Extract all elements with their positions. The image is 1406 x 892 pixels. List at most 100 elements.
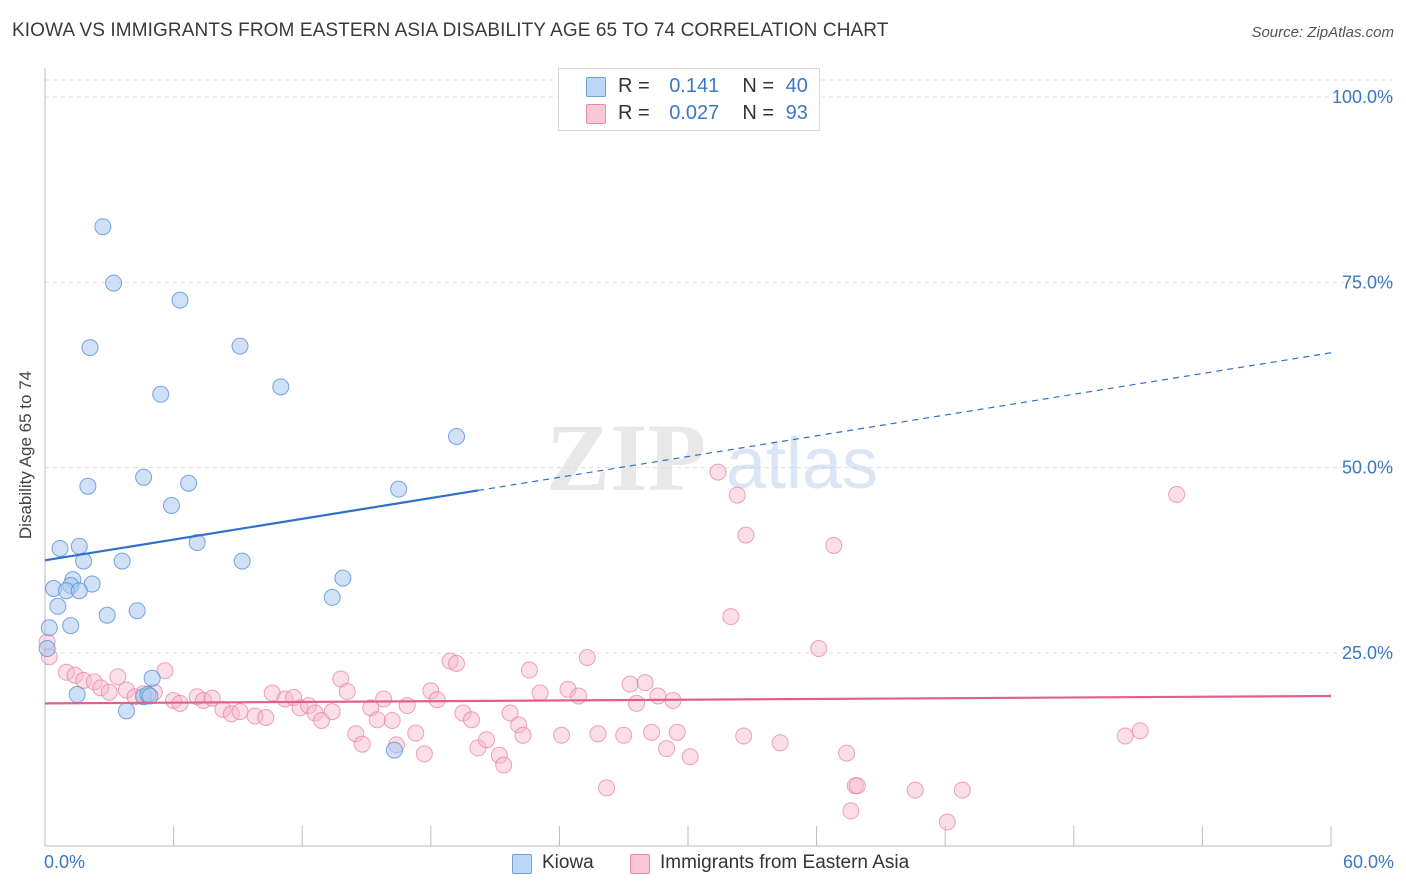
kiowa-swatch xyxy=(586,77,606,97)
immigrants-point xyxy=(709,463,727,481)
kiowa-r-value: 0.141 xyxy=(669,75,720,97)
immigrants-point xyxy=(649,687,667,705)
kiowa-n-value: 40 xyxy=(785,75,808,97)
kiowa-point xyxy=(70,537,88,555)
immigrants-point xyxy=(559,680,577,698)
immigrants-point xyxy=(495,756,513,774)
immigrants-point xyxy=(353,735,371,753)
kiowa-point xyxy=(180,474,198,492)
immigrants-legend-label: Immigrants from Eastern Asia xyxy=(660,852,910,873)
watermark: ZIP atlas xyxy=(546,404,878,511)
immigrants-point xyxy=(531,684,549,702)
kiowa-point xyxy=(94,218,112,236)
immigrants-point xyxy=(338,683,356,701)
legend-stats: R = 0.141 N = 40 R = 0.027 N = 93 xyxy=(558,68,820,131)
y-tick-label: 25.0% xyxy=(1342,643,1393,663)
kiowa-point xyxy=(38,640,56,658)
kiowa-n-label: N = xyxy=(742,75,775,97)
immigrants-point xyxy=(1131,722,1149,740)
immigrants-point xyxy=(838,744,856,762)
kiowa-point xyxy=(448,428,466,446)
kiowa-point xyxy=(188,534,206,552)
immigrants-point xyxy=(448,654,466,672)
kiowa-point xyxy=(231,337,249,355)
immigrants-point xyxy=(375,690,393,708)
immigrants-point xyxy=(156,662,174,680)
kiowa-point xyxy=(40,619,58,637)
immigrants-n-label: N = xyxy=(742,102,775,124)
kiowa-point xyxy=(98,606,116,624)
immigrants-point xyxy=(1168,485,1186,503)
kiowa-point xyxy=(390,480,408,498)
kiowa-point xyxy=(272,378,290,396)
immigrants-point xyxy=(643,723,661,741)
immigrants-point xyxy=(510,716,528,734)
immigrants-point xyxy=(953,781,971,799)
immigrants-point xyxy=(75,671,93,689)
immigrants-point xyxy=(490,746,508,764)
immigrants-point xyxy=(636,674,654,692)
y-axis-label: Disability Age 65 to 74 xyxy=(16,370,35,540)
legend-item-immigrants: Immigrants from Eastern Asia xyxy=(630,852,950,876)
immigrants-point xyxy=(92,679,110,697)
kiowa-points xyxy=(38,218,466,759)
immigrants-points xyxy=(38,463,1186,831)
y-tick-label: 100.0% xyxy=(1332,87,1393,107)
immigrants-point xyxy=(257,708,275,726)
immigrants-point xyxy=(771,734,789,752)
immigrants-point xyxy=(668,723,686,741)
immigrants-point xyxy=(842,802,860,820)
immigrants-point xyxy=(810,640,828,658)
kiowa-point xyxy=(62,617,80,635)
immigrants-point xyxy=(117,681,135,699)
immigrants-point xyxy=(938,813,956,831)
immigrants-point xyxy=(347,725,365,743)
immigrants-point xyxy=(728,486,746,504)
immigrants-point xyxy=(598,779,616,797)
immigrants-point xyxy=(463,711,481,729)
immigrants-n-value: 93 xyxy=(785,102,808,124)
immigrants-point xyxy=(415,745,433,763)
immigrants-point xyxy=(578,648,596,666)
immigrants-point xyxy=(383,711,401,729)
kiowa-point xyxy=(79,477,97,495)
kiowa-point xyxy=(323,588,341,606)
immigrants-point xyxy=(85,673,103,691)
kiowa-point xyxy=(117,702,135,720)
immigrants-point xyxy=(848,777,866,795)
immigrants-point xyxy=(323,703,341,721)
kiowa-point xyxy=(152,385,170,403)
trend-lines xyxy=(44,352,1332,705)
immigrants-r-value: 0.027 xyxy=(669,102,720,124)
x-axis-min-label: 0.0% xyxy=(44,852,86,872)
immigrants-point xyxy=(825,537,843,555)
immigrants-point xyxy=(478,731,496,749)
kiowa-point xyxy=(51,539,69,557)
kiowa-point xyxy=(385,741,403,759)
immigrants-point xyxy=(231,703,249,721)
immigrants-point xyxy=(454,704,472,722)
kiowa-point xyxy=(233,552,251,570)
immigrants-point xyxy=(681,748,699,766)
kiowa-point xyxy=(113,552,131,570)
kiowa-trend-line xyxy=(44,489,479,562)
kiowa-point xyxy=(128,602,146,620)
kiowa-r-label: R = xyxy=(618,75,650,97)
immigrants-point xyxy=(553,726,571,744)
immigrants-point xyxy=(735,727,753,745)
immigrants-point xyxy=(441,652,459,670)
immigrants-r-label: R = xyxy=(618,102,650,124)
immigrants-point xyxy=(658,740,676,758)
chart-title: KIOWA VS IMMIGRANTS FROM EASTERN ASIA DI… xyxy=(12,20,889,41)
y-tick-label: 50.0% xyxy=(1342,458,1393,478)
immigrants-point xyxy=(906,781,924,799)
immigrants-point xyxy=(109,668,127,686)
y-tick-label: 75.0% xyxy=(1342,272,1393,292)
immigrants-point xyxy=(514,726,532,744)
immigrants-point xyxy=(737,526,755,544)
immigrants-trend-line xyxy=(44,694,1332,705)
kiowa-point xyxy=(334,569,352,587)
kiowa-point xyxy=(70,582,88,600)
immigrants-point xyxy=(407,724,425,742)
